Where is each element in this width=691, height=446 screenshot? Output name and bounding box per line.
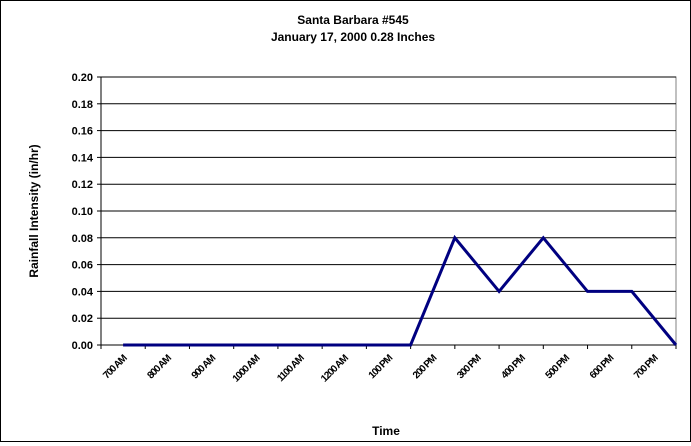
x-tick-label: 100 PM [367, 353, 395, 381]
y-tick-label: 0.00 [72, 340, 93, 352]
x-tick-label: 200 PM [411, 353, 439, 381]
x-tick-label: 700 PM [632, 353, 660, 381]
x-tick-label: 1000 AM [231, 353, 263, 385]
x-tick-label: 900 AM [190, 353, 219, 382]
chart-title: Santa Barbara #545 [297, 13, 409, 27]
x-tick-label: 700 AM [101, 353, 130, 382]
x-tick-label: 1200 AM [319, 353, 351, 385]
y-tick-label: 0.08 [72, 233, 93, 245]
rainfall-series-line [123, 234, 678, 347]
x-tick-label: 400 PM [499, 353, 527, 381]
x-tick-label: 300 PM [455, 353, 483, 381]
y-tick-label: 0.06 [72, 260, 93, 272]
y-tick-label: 0.12 [72, 179, 93, 191]
chart-subtitle: January 17, 2000 0.28 Inches [271, 30, 435, 44]
y-tick-label: 0.04 [72, 286, 94, 298]
y-axis-label: Rainfall Intensity (in/hr) [27, 144, 41, 277]
x-axis-label: Time [372, 424, 400, 438]
y-tick-label: 0.02 [72, 313, 93, 325]
x-tick-label: 500 PM [544, 353, 572, 381]
x-tick-label: 1100 AM [275, 353, 306, 384]
y-axis-ticks: 0.00 0.02 0.04 0.06 0.08 0.10 0.12 0.14 0.16 0.18… [72, 72, 101, 352]
x-axis-ticks: 700 AM 800 AM 900 AM 1000 AM 1100 AM 1200 AM 1… [100, 345, 677, 385]
y-tick-label: 0.20 [72, 72, 93, 84]
y-tick-label: 0.14 [72, 152, 94, 164]
y-tick-label: 0.18 [72, 99, 93, 111]
x-tick-label: 800 AM [145, 353, 174, 382]
x-tick-label: 600 PM [588, 353, 616, 381]
y-tick-label: 0.16 [72, 126, 93, 138]
y-tick-label: 0.10 [72, 206, 93, 218]
